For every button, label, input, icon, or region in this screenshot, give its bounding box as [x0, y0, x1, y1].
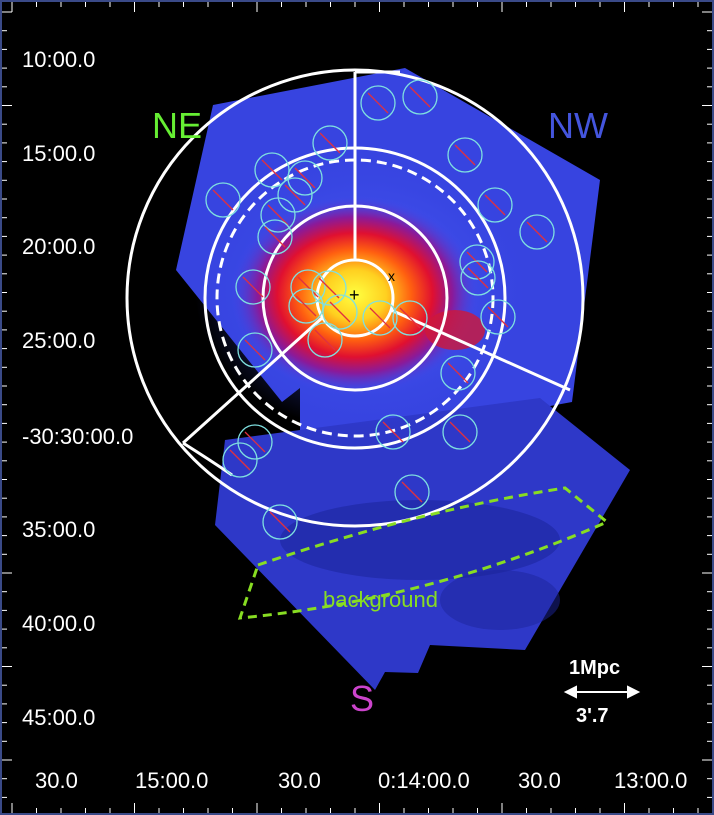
excluded-point-sources	[205, 79, 555, 540]
point-source-slash	[454, 144, 476, 166]
y-tick-label: 40:00.0	[22, 611, 96, 636]
center-marker: +	[349, 285, 360, 305]
point-source-slash	[399, 307, 421, 329]
y-tick-label: 35:00.0	[22, 517, 96, 542]
cluster-sub-clump	[425, 310, 485, 350]
point-source-slash	[284, 184, 306, 206]
point-source-slash	[318, 277, 340, 299]
point-source-circle	[312, 125, 348, 161]
point-source-circle	[237, 332, 273, 368]
point-source-circle	[442, 414, 478, 450]
point-source-slash	[294, 167, 316, 189]
point-source-slash	[295, 295, 317, 317]
point-source-slash	[484, 194, 506, 216]
y-tick-label: 25:00.0	[22, 328, 96, 353]
point-source-slash	[244, 339, 266, 361]
y-tick-label: 20:00.0	[22, 234, 96, 259]
point-source-slash	[297, 276, 319, 298]
point-source-slash	[526, 221, 548, 243]
point-source-slash	[466, 251, 488, 273]
point-source-circle	[288, 288, 324, 324]
point-source-circle	[375, 414, 411, 450]
point-source-circle	[254, 152, 290, 188]
annulus-dashed	[215, 158, 495, 438]
point-source-circle	[237, 424, 273, 460]
x-tick-label: 0:14:00.0	[378, 768, 470, 793]
point-source-circle	[402, 79, 438, 115]
point-source-circle	[440, 355, 476, 391]
x-tick-label: 13:00.0	[614, 768, 688, 793]
x-tick-label: 30.0	[518, 768, 561, 793]
point-source-circle	[235, 269, 271, 305]
point-source-circle	[307, 322, 343, 358]
scale-arrow	[563, 685, 641, 699]
point-source-slash	[264, 226, 286, 248]
point-source-circle	[459, 244, 495, 280]
point-source-slash	[487, 306, 509, 328]
point-source-slash	[401, 481, 423, 503]
point-source-circle	[519, 214, 555, 250]
point-source-slash	[212, 189, 234, 211]
background-label: background	[323, 587, 438, 612]
point-source-circle	[360, 85, 396, 121]
point-source-slash	[369, 307, 391, 329]
point-source-slash	[244, 431, 266, 453]
point-source-slash	[382, 421, 404, 443]
point-source-slash	[449, 421, 471, 443]
point-source-circle	[392, 300, 428, 336]
scale-distance: 1Mpc	[569, 657, 621, 679]
point-source-circle	[222, 442, 258, 478]
background-region	[237, 486, 610, 620]
point-source-slash	[367, 92, 389, 114]
south-dark-patch	[440, 570, 560, 630]
point-source-slash	[242, 276, 264, 298]
region-label-nw: NW	[548, 105, 608, 146]
offset-marker: x	[388, 268, 395, 284]
point-source-circle	[290, 269, 326, 305]
point-source-circle	[322, 294, 358, 330]
x-tick-label: 30.0	[278, 768, 321, 793]
y-tick-label: 15:00.0	[22, 141, 96, 166]
point-source-circle	[287, 160, 323, 196]
y-tick-label: -30:30:00.0	[22, 424, 134, 449]
point-source-slash	[329, 301, 351, 323]
y-tick-label: 10:00.0	[22, 47, 96, 72]
annulus-outer	[125, 68, 585, 528]
point-source-slash	[267, 204, 289, 226]
point-source-circle	[447, 137, 483, 173]
region-label-ne: NE	[152, 105, 203, 146]
point-source-circle	[394, 474, 430, 510]
point-source-circle	[480, 299, 516, 335]
point-source-slash	[319, 132, 341, 154]
point-source-slash	[261, 159, 283, 181]
x-tick-label: 15:00.0	[135, 768, 209, 793]
point-source-circle	[205, 182, 241, 218]
point-source-circle	[460, 260, 496, 296]
point-source-slash	[467, 267, 489, 289]
point-source-circle	[257, 219, 293, 255]
point-source-slash	[409, 86, 431, 108]
point-source-circle	[311, 270, 347, 306]
y-tick-label: 45:00.0	[22, 705, 96, 730]
annuli	[125, 68, 585, 528]
region-label-s: S	[350, 678, 375, 719]
point-source-circle	[477, 187, 513, 223]
point-source-slash	[269, 511, 291, 533]
point-source-slash	[447, 362, 469, 384]
point-source-circle	[362, 300, 398, 336]
x-tick-label: 30.0	[35, 768, 78, 793]
point-source-circle	[262, 504, 298, 540]
south-dark-patch	[280, 500, 560, 580]
point-source-circle	[260, 197, 296, 233]
point-source-slash	[229, 449, 251, 471]
point-source-slash	[314, 329, 336, 351]
scale-angle: 3'.7	[576, 705, 609, 727]
